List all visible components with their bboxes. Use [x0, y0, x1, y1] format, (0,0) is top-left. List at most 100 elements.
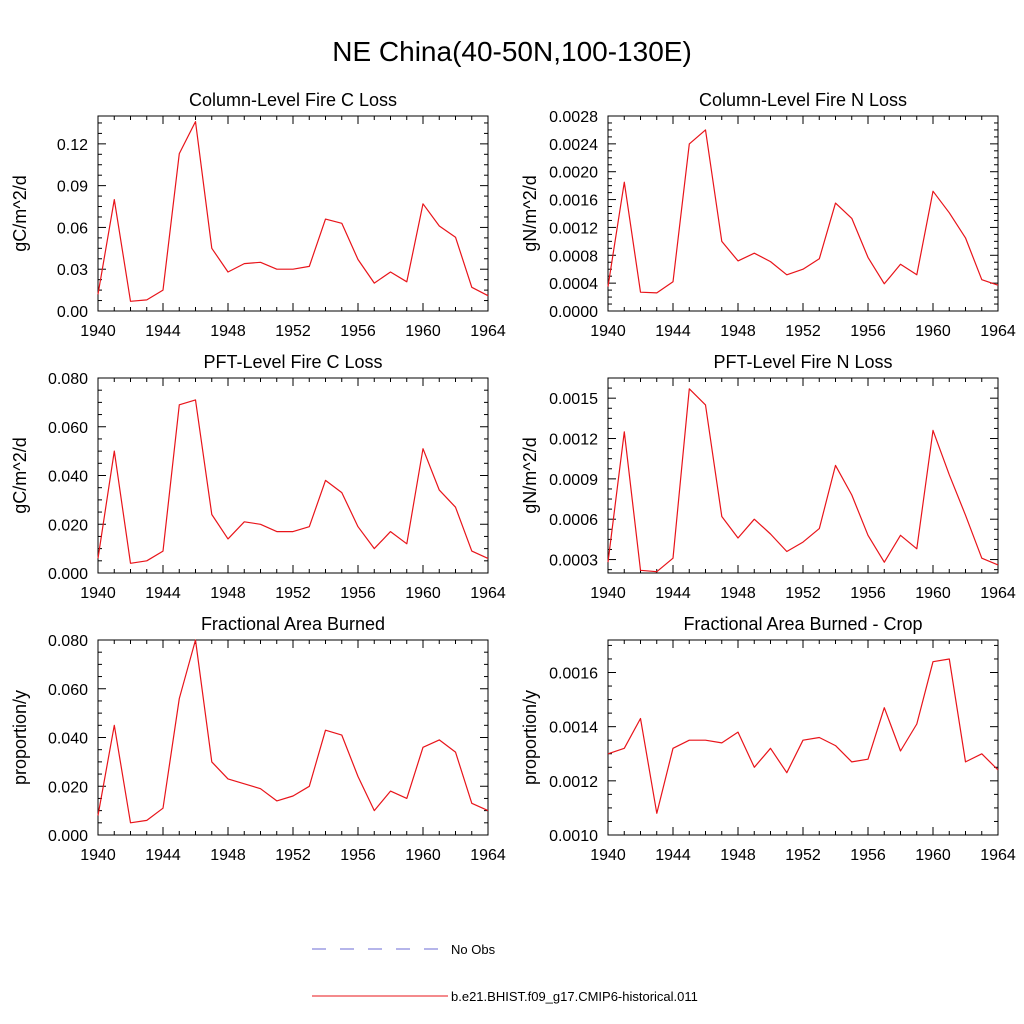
y-axis-label: gN/m^2/d	[520, 175, 540, 251]
legend-item-model-run: b.e21.BHIST.f09_g17.CMIP6-historical.011	[312, 989, 698, 1004]
series-line	[607, 388, 999, 573]
plot-frame	[607, 377, 999, 574]
y-tick-label: 0.0012	[549, 220, 598, 237]
y-tick-label: 0.0010	[549, 828, 598, 845]
panel-title: Fractional Area Burned	[201, 614, 385, 634]
series-line	[97, 639, 489, 824]
y-tick-label: 0.0016	[549, 666, 598, 683]
series-line	[607, 658, 999, 814]
y-axis-label: proportion/y	[10, 690, 30, 785]
panel-title: Column-Level Fire N Loss	[699, 90, 907, 110]
y-tick-label: 0.000	[48, 828, 88, 845]
figure-title: NE China(40-50N,100-130E)	[332, 36, 692, 67]
y-tick-label: 0.0020	[549, 165, 598, 182]
chart-panel-2: Column-Level Fire N Loss gN/m^2/d 1940 1944…	[520, 90, 1016, 340]
x-tick-label: 1960	[405, 323, 441, 340]
x-tick-label: 1952	[275, 585, 311, 602]
x-tick-label: 1948	[720, 847, 756, 864]
x-tick-label: 1964	[470, 585, 506, 602]
plot-frame	[607, 639, 999, 836]
x-tick-label: 1948	[210, 847, 246, 864]
y-tick-label: 0.060	[48, 682, 88, 699]
x-tick-label: 1948	[210, 585, 246, 602]
chart-panel-3: PFT-Level Fire C Loss gC/m^2/d 1940 1944 194…	[10, 352, 506, 602]
x-tick-label: 1940	[80, 323, 116, 340]
x-tick-label: 1964	[980, 847, 1016, 864]
x-tick-label: 1940	[590, 323, 626, 340]
chart-panel-1: Column-Level Fire C Loss gC/m^2/d 1940 1944…	[10, 90, 506, 340]
y-tick-label: 0.0008	[549, 248, 598, 265]
x-tick-label: 1940	[590, 585, 626, 602]
x-tick-label: 1940	[590, 847, 626, 864]
x-tick-label: 1960	[405, 847, 441, 864]
legend-item-no-obs: No Obs	[312, 942, 496, 957]
x-tick-label: 1948	[720, 585, 756, 602]
chart-panel-5: Fractional Area Burned proportion/y 1940 19…	[10, 614, 506, 864]
plot-frame	[97, 639, 489, 836]
x-tick-label: 1948	[720, 323, 756, 340]
y-axis-label: gN/m^2/d	[520, 437, 540, 513]
x-tick-label: 1956	[850, 585, 886, 602]
x-tick-label: 1944	[145, 585, 181, 602]
y-tick-label: 0.080	[48, 633, 88, 650]
y-tick-label: 0.000	[48, 566, 88, 583]
y-tick-label: 0.0014	[549, 720, 598, 737]
x-tick-label: 1940	[80, 847, 116, 864]
series-line	[97, 399, 489, 564]
x-tick-label: 1944	[145, 323, 181, 340]
y-tick-label: 0.040	[48, 469, 88, 486]
y-tick-label: 0.060	[48, 420, 88, 437]
panel-title: Fractional Area Burned - Crop	[683, 614, 922, 634]
legend-label-model-run: b.e21.BHIST.f09_g17.CMIP6-historical.011	[451, 989, 698, 1004]
x-tick-label: 1944	[145, 847, 181, 864]
y-tick-label: 0.0015	[549, 391, 598, 408]
chart-panels: Column-Level Fire C Loss gC/m^2/d 1940 1944…	[10, 90, 1016, 864]
legend-label-no-obs: No Obs	[451, 942, 496, 957]
y-tick-label: 0.040	[48, 731, 88, 748]
x-tick-label: 1948	[210, 323, 246, 340]
x-tick-label: 1964	[980, 323, 1016, 340]
x-tick-label: 1944	[655, 323, 691, 340]
x-tick-label: 1952	[785, 847, 821, 864]
plot-frame	[97, 377, 489, 574]
y-axis-label: gC/m^2/d	[10, 437, 30, 513]
x-tick-label: 1956	[340, 323, 376, 340]
y-tick-label: 0.0009	[549, 472, 598, 489]
x-tick-label: 1952	[785, 585, 821, 602]
x-tick-label: 1956	[340, 847, 376, 864]
y-tick-label: 0.020	[48, 517, 88, 534]
y-tick-label: 0.0024	[549, 137, 598, 154]
chart-panel-4: PFT-Level Fire N Loss gN/m^2/d 1940 1944 194…	[520, 352, 1016, 602]
y-tick-label: 0.0012	[549, 432, 598, 449]
y-tick-label: 0.020	[48, 779, 88, 796]
y-tick-label: 0.0000	[549, 304, 598, 321]
panel-title: PFT-Level Fire N Loss	[713, 352, 892, 372]
y-tick-label: 0.0004	[549, 276, 598, 293]
plot-frame	[607, 115, 999, 312]
x-tick-label: 1952	[785, 323, 821, 340]
legend: No Obs b.e21.BHIST.f09_g17.CMIP6-histori…	[312, 942, 698, 1004]
x-tick-label: 1944	[655, 847, 691, 864]
y-tick-label: 0.080	[48, 371, 88, 388]
x-tick-label: 1940	[80, 585, 116, 602]
x-tick-label: 1956	[340, 585, 376, 602]
x-tick-label: 1952	[275, 847, 311, 864]
y-tick-label: 0.0016	[549, 193, 598, 210]
x-tick-label: 1952	[275, 323, 311, 340]
x-tick-label: 1956	[850, 323, 886, 340]
panel-title: Column-Level Fire C Loss	[189, 90, 397, 110]
x-tick-label: 1956	[850, 847, 886, 864]
y-tick-label: 0.09	[57, 179, 88, 196]
y-tick-label: 0.06	[57, 220, 88, 237]
series-line	[607, 129, 999, 294]
y-tick-label: 0.0012	[549, 774, 598, 791]
x-tick-label: 1960	[915, 323, 951, 340]
y-tick-label: 0.0003	[549, 553, 598, 570]
x-tick-label: 1964	[980, 585, 1016, 602]
y-tick-label: 0.03	[57, 262, 88, 279]
x-tick-label: 1964	[470, 323, 506, 340]
series-line	[97, 120, 489, 302]
y-tick-label: 0.0006	[549, 512, 598, 529]
y-tick-label: 0.00	[57, 304, 88, 321]
y-axis-label: gC/m^2/d	[10, 175, 30, 251]
